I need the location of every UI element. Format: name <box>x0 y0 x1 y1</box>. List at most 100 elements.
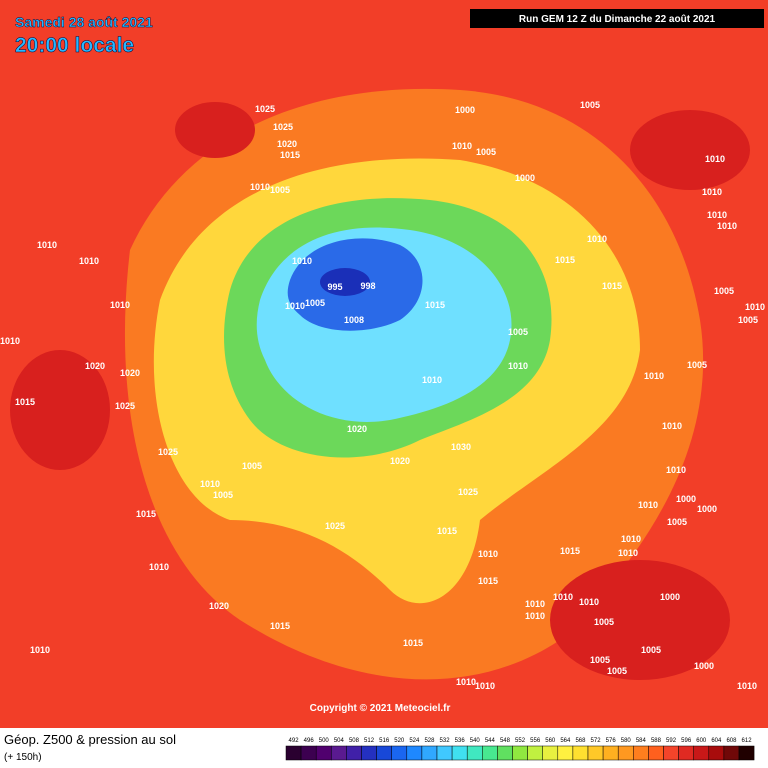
isobar-label: 1005 <box>714 286 734 296</box>
scale-label: 544 <box>485 738 496 744</box>
isobar-label: 1010 <box>705 154 725 164</box>
isobar-label: 1000 <box>676 494 696 504</box>
forecast-date: Samedi 28 août 2021 <box>15 14 153 30</box>
isobar-label: 1020 <box>347 424 367 434</box>
isobar-label: 1000 <box>697 504 717 514</box>
isobar-label: 1010 <box>737 681 757 691</box>
scale-swatch <box>663 745 679 761</box>
isobar-label: 998 <box>360 281 375 291</box>
scale-label: 500 <box>319 738 330 744</box>
isobar-label: 1025 <box>458 487 478 497</box>
isobar-label: 1010 <box>200 479 220 489</box>
isobar-label: 1005 <box>508 327 528 337</box>
scale-swatch <box>346 745 362 761</box>
scale-label: 584 <box>636 738 647 744</box>
scale-swatch <box>361 745 377 761</box>
isobar-label: 1000 <box>515 173 535 183</box>
scale-swatch <box>421 745 438 761</box>
scale-swatch <box>285 745 302 761</box>
isobar-label: 1015 <box>555 255 575 265</box>
scale-swatch <box>331 745 347 761</box>
isobar-label: 1010 <box>717 221 737 231</box>
run-box <box>470 9 764 28</box>
isobar-label: 1005 <box>590 655 610 665</box>
isobar-label: 1010 <box>745 302 765 312</box>
isobar-label: 1015 <box>136 509 156 519</box>
isobar-label: 1025 <box>273 122 293 132</box>
isobar-label: 1010 <box>702 187 722 197</box>
isobar-label: 1010 <box>30 645 50 655</box>
isobar-label: 1005 <box>667 517 687 527</box>
scale-label: 572 <box>591 738 602 744</box>
isobar-label: 1000 <box>694 661 714 671</box>
scale-label: 580 <box>621 738 632 744</box>
run-info: Run GEM 12 Z du Dimanche 22 août 2021 <box>519 14 716 25</box>
scale-swatch <box>738 745 755 761</box>
isobar-label: 1010 <box>579 597 599 607</box>
isobar-label: 1010 <box>0 336 20 346</box>
scale-label: 596 <box>681 738 692 744</box>
scale-swatch <box>602 745 619 761</box>
scale-label: 560 <box>545 738 556 744</box>
isobar-label: 1010 <box>478 549 498 559</box>
isobar-label: 1010 <box>422 375 442 385</box>
scale-label: 576 <box>606 738 617 744</box>
scale-label: 532 <box>440 738 451 744</box>
scale-label: 568 <box>575 738 586 744</box>
legend-title: Géop. Z500 & pression au sol <box>4 732 176 747</box>
isobar-label: 1015 <box>560 546 580 556</box>
isobar-label: 1010 <box>618 548 638 558</box>
isobar-label: 1005 <box>607 666 627 676</box>
isobar-label: 1010 <box>644 371 664 381</box>
scale-swatch <box>512 745 528 761</box>
scale-label: 604 <box>711 738 722 744</box>
warm-patch <box>630 110 750 190</box>
forecast-time: 20:00 locale <box>15 34 134 57</box>
isobar-label: 1005 <box>476 147 496 157</box>
isobar-label: 1020 <box>120 368 140 378</box>
isobar-label: 1010 <box>37 240 57 250</box>
isobar-label: 1015 <box>425 300 445 310</box>
copyright: Copyright © 2021 Meteociel.fr <box>310 703 451 714</box>
isobar-label: 1010 <box>110 300 130 310</box>
scale-swatch <box>391 745 408 761</box>
isobar-label: 1005 <box>213 490 233 500</box>
isobar-label: 1015 <box>270 621 290 631</box>
isobar-label: 1010 <box>456 677 476 687</box>
low-core <box>320 268 370 296</box>
isobar-label: 1005 <box>594 617 614 627</box>
isobar-label: 1015 <box>437 526 457 536</box>
isobar-label: 1025 <box>325 521 345 531</box>
isobar-label: 1020 <box>85 361 105 371</box>
scale-swatch <box>648 745 664 761</box>
isobar-label: 1020 <box>390 456 410 466</box>
scale-label: 516 <box>379 738 390 744</box>
scale-swatch <box>497 745 513 761</box>
scale-swatch <box>482 745 498 761</box>
scale-swatch <box>315 745 332 761</box>
scale-swatch <box>542 745 559 761</box>
scale-swatch <box>572 745 589 761</box>
scale-label: 512 <box>364 738 375 744</box>
scale-label: 536 <box>455 738 466 744</box>
isobar-label: 1010 <box>587 234 607 244</box>
isobar-label: 1010 <box>292 256 312 266</box>
isobar-label: 1010 <box>508 361 528 371</box>
isobar-label: 1005 <box>305 298 325 308</box>
scale-swatch <box>451 745 468 761</box>
isobar-label: 1010 <box>79 256 99 266</box>
scale-label: 496 <box>304 738 315 744</box>
scale-label: 552 <box>515 738 526 744</box>
scale-swatch <box>436 745 453 761</box>
isobar-label: 1010 <box>553 592 573 602</box>
isobar-label: 1010 <box>525 599 545 609</box>
isobar-label: 1015 <box>15 397 35 407</box>
scale-label: 588 <box>651 738 662 744</box>
scale-label: 504 <box>334 738 345 744</box>
isobar-label: 1010 <box>149 562 169 572</box>
scale-swatch <box>633 745 649 761</box>
scale-swatch <box>708 745 725 761</box>
isobar-label: 1010 <box>475 681 495 691</box>
